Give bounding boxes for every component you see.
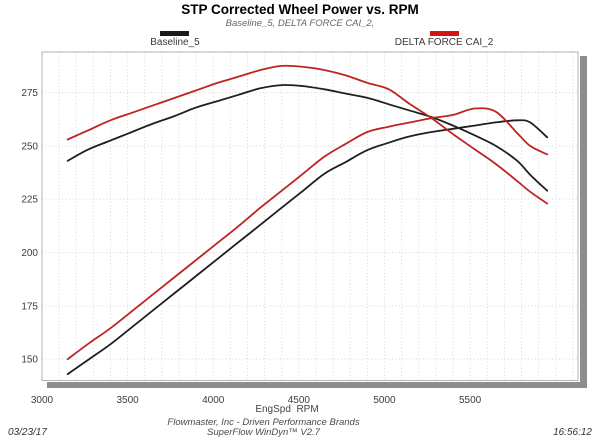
x-axis-label: EngSpd RPM: [255, 404, 319, 415]
curve-delta-force-torque: [66, 64, 549, 205]
curve-baseline-torque: [66, 84, 549, 192]
y-tick-label: 225: [21, 195, 38, 206]
y-tick-label: 275: [21, 88, 38, 99]
y-tick-label: 150: [21, 355, 38, 366]
legend-label-baseline: Baseline_5: [150, 37, 200, 48]
footer-date: 03/23/17: [8, 427, 47, 438]
footer-software: SuperFlow WinDyn™ V2.7: [207, 427, 320, 438]
legend-label-delta-force: DELTA FORCE CAI_2: [394, 37, 494, 48]
plot-border: [41, 51, 579, 381]
x-tick-label: 5000: [373, 395, 396, 406]
curve-delta-force-power: [66, 107, 549, 361]
footer-time: 16:56:12: [553, 427, 592, 438]
plot-shadow-right: [580, 56, 587, 388]
legend-swatch-baseline: [160, 31, 189, 36]
curve-baseline-power: [66, 119, 549, 375]
chart-subtitle: Baseline_5, DELTA FORCE CAI_2,: [225, 18, 375, 29]
y-tick-label: 250: [21, 141, 38, 152]
y-tick-label: 175: [21, 301, 38, 312]
plot-shadow-bottom: [47, 382, 587, 388]
x-tick-label: 4000: [202, 395, 225, 406]
x-tick-label: 3500: [116, 395, 139, 406]
y-tick-label: 200: [21, 248, 38, 259]
legend-swatch-delta-force: [430, 31, 459, 36]
x-tick-label: 5500: [459, 395, 482, 406]
x-tick-label: 3000: [31, 395, 54, 406]
chart-title: STP Corrected Wheel Power vs. RPM: [181, 2, 419, 17]
x-tick-label: 4500: [288, 395, 311, 406]
footer-company: Flowmaster, Inc - Driven Performance Bra…: [167, 417, 360, 428]
